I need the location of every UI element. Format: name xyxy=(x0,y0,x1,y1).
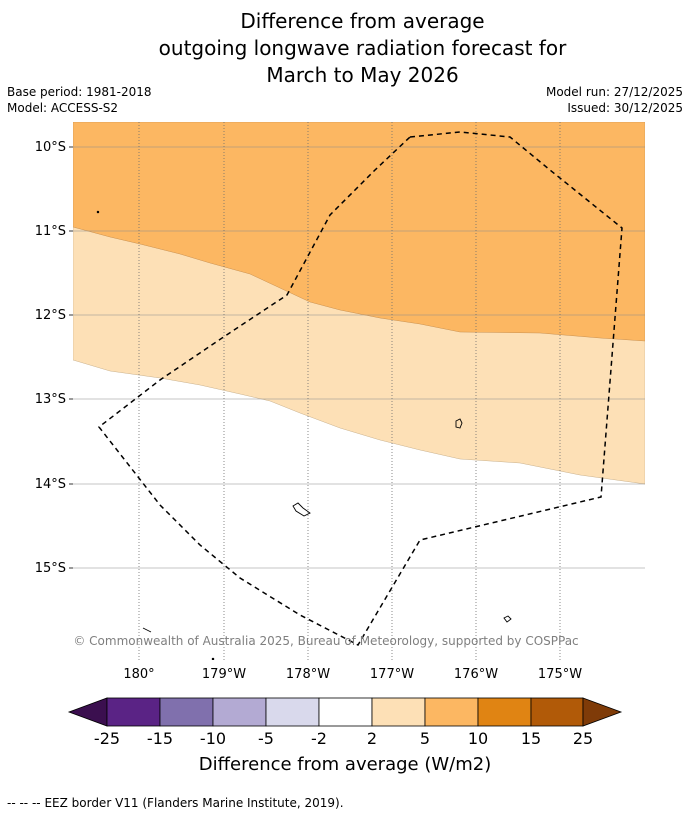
colorbar-title: Difference from average (W/m2) xyxy=(199,754,491,775)
colorbar-swatch xyxy=(371,697,426,727)
islands xyxy=(96,210,512,660)
colorbar-tick: -15 xyxy=(147,729,173,748)
lon-label: 179°W xyxy=(202,667,246,682)
colorbar-swatch xyxy=(477,697,532,727)
island-5 xyxy=(96,210,100,214)
colorbar-swatch xyxy=(318,697,373,727)
copyright-text: © Commonwealth of Australia 2025, Bureau… xyxy=(73,634,578,648)
colorbar-tick: -2 xyxy=(311,729,327,748)
lat-label: 12°S xyxy=(35,308,66,323)
meta-left: Base period: 1981-2018 Model: ACCESS-S2 xyxy=(7,84,152,116)
colorbar-swatch xyxy=(212,697,267,727)
eez-legend-text: EEZ border V11 (Flanders Marine Institut… xyxy=(44,796,344,810)
colorbar-tick: 5 xyxy=(420,729,430,748)
lat-label: 14°S xyxy=(35,477,66,492)
latitude-labels: 10°S 11°S 12°S 13°S 14°S 15°S xyxy=(35,140,66,576)
colorbar-tick: -5 xyxy=(258,729,274,748)
colorbar-tick: 15 xyxy=(521,729,541,748)
colorbar-extend-high xyxy=(582,697,623,727)
colorbar: -25 -15 -10 -5 -2 2 5 10 15 25 Differenc… xyxy=(67,697,623,775)
colorbar-tick: -10 xyxy=(200,729,226,748)
lon-label: 178°W xyxy=(286,667,330,682)
title-line-1: Difference from average xyxy=(240,9,485,33)
base-period: Base period: 1981-2018 xyxy=(7,85,152,99)
model-name: Model: ACCESS-S2 xyxy=(7,101,119,115)
map-area[interactable]: © Commonwealth of Australia 2025, Bureau… xyxy=(73,122,645,660)
axis-ticks xyxy=(69,146,73,569)
lat-label: 15°S xyxy=(35,561,66,576)
colorbar-swatch xyxy=(106,697,161,727)
colorbar-tick-labels: -25 -15 -10 -5 -2 2 5 10 15 25 xyxy=(94,729,593,748)
lon-label: 180° xyxy=(123,667,154,682)
colorbar-swatch xyxy=(424,697,479,727)
zone-5-to-10 xyxy=(73,122,645,342)
lon-label: 177°W xyxy=(370,667,414,682)
colorbar-tick: -25 xyxy=(94,729,120,748)
longitude-labels: 180° 179°W 178°W 177°W 176°W 175°W xyxy=(123,667,582,682)
colorbar-swatch xyxy=(265,697,320,727)
island-4 xyxy=(142,627,152,633)
footer-legend: -- -- -- EEZ border V11 (Flanders Marine… xyxy=(7,796,344,810)
colorbar-swatch xyxy=(530,697,584,727)
title-line-2: outgoing longwave radiation forecast for xyxy=(158,36,567,60)
colorbar-tick: 25 xyxy=(573,729,593,748)
issued-date: Issued: 30/12/2025 xyxy=(567,101,683,115)
lon-label: 175°W xyxy=(538,667,582,682)
model-run: Model run: 27/12/2025 xyxy=(545,85,683,99)
meta-right: Model run: 27/12/2025 Issued: 30/12/2025 xyxy=(546,84,683,116)
colorbar-extend-low xyxy=(67,697,108,727)
colorbar-tick: 10 xyxy=(468,729,488,748)
island-1 xyxy=(455,418,463,429)
lon-label: 176°W xyxy=(454,667,498,682)
eez-border xyxy=(97,131,623,646)
colorbar-swatch xyxy=(159,697,214,727)
eez-legend-symbol: -- -- -- xyxy=(7,796,41,810)
latitude-gridlines xyxy=(73,146,645,569)
island-3 xyxy=(503,615,512,623)
chart-title: Difference from average outgoing longwav… xyxy=(0,8,690,89)
lat-label: 10°S xyxy=(35,140,66,155)
colorbar-tick: 2 xyxy=(367,729,377,748)
title-line-3: March to May 2026 xyxy=(266,63,459,87)
island-6 xyxy=(211,657,215,660)
lat-label: 13°S xyxy=(35,392,66,407)
lat-label: 11°S xyxy=(35,224,66,239)
island-2 xyxy=(292,502,311,517)
